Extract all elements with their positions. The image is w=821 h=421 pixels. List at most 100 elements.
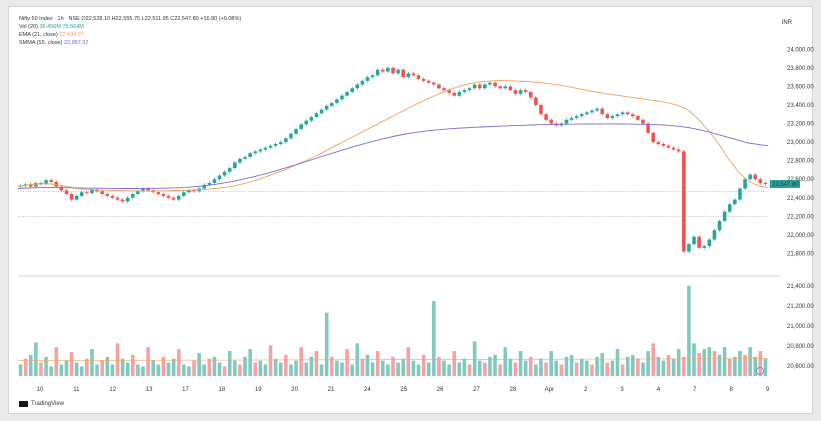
candle-body [426, 80, 431, 83]
legend-sma-row[interactable]: SMMA (55, close) 22,957.37 [19, 39, 241, 47]
volume-bar [136, 364, 140, 376]
candle-body [763, 182, 768, 185]
candle-body [646, 123, 650, 133]
time-axis-label: 27 [473, 387, 480, 393]
candle-body [625, 112, 630, 115]
currency-label[interactable]: INR [781, 20, 792, 26]
candle-body [253, 151, 258, 154]
candle-body [697, 236, 701, 248]
candle-body [304, 120, 309, 125]
volume-bar [549, 351, 553, 376]
price-tick-label: 21,800.00 [787, 251, 814, 257]
volume-bar [284, 354, 288, 376]
volume-bar [233, 360, 237, 376]
volume-bar [125, 362, 130, 376]
candle-body [329, 103, 334, 106]
candle-body [477, 84, 482, 89]
candle-body [462, 90, 467, 92]
volume-bar [69, 352, 74, 376]
candle-body [544, 114, 548, 120]
volume-bar [503, 347, 508, 376]
candle-body [90, 189, 94, 194]
volume-bar [110, 364, 115, 376]
candle-body [187, 190, 191, 193]
legend-ema-label: EMA (21, close) [19, 32, 58, 38]
candle-body [687, 244, 691, 252]
candle-body [39, 182, 43, 185]
legend-ema-value: 22,494.37 [59, 32, 84, 38]
candle-body [682, 151, 686, 252]
candle-body [120, 199, 125, 202]
volume-bar [569, 354, 574, 376]
chart-frame[interactable]: Nifty 50 Index · 1h · NSE O22,528.10 H22… [8, 6, 813, 414]
candle-body [59, 186, 64, 191]
volume-bar [574, 362, 579, 376]
time-axis-label: 4 [657, 387, 661, 393]
legend-ema-row[interactable]: EMA (21, close) 22,494.37 [19, 31, 241, 39]
candle-body [513, 90, 518, 94]
candle-body [136, 191, 140, 195]
volume-bar [95, 364, 99, 376]
candle-body [620, 112, 625, 115]
volume-bar [161, 356, 166, 376]
price-tick-label: 23,200.00 [787, 122, 814, 128]
candle-body [268, 145, 273, 148]
candle-body [49, 180, 53, 182]
candle-body [508, 86, 513, 91]
volume-bar [324, 312, 329, 376]
tradingview-brand[interactable]: TradingView [19, 401, 64, 407]
volume-bar [559, 364, 564, 376]
candle-body [702, 246, 707, 248]
legend-vol-label: Vol (20) [19, 24, 38, 30]
volume-bar [564, 356, 569, 376]
volume-bar [544, 362, 548, 376]
candle-body [85, 192, 89, 194]
volume-bar [23, 358, 28, 376]
legend-volume-row[interactable]: Vol (20) 36.456M 75.564M [19, 23, 241, 31]
time-axis-label: 20 [291, 387, 298, 393]
candle-body [176, 195, 181, 200]
price-tick-label: 22,800.00 [787, 159, 814, 165]
candle-body [518, 90, 523, 94]
volume-bar [743, 354, 747, 376]
volume-bar [74, 362, 79, 376]
volume-bar [360, 358, 365, 376]
candle-body [202, 184, 207, 189]
candle-body [432, 82, 436, 85]
time-axis-label: 12 [109, 387, 116, 393]
volume-bar [370, 362, 375, 376]
candle-body [743, 179, 747, 189]
candle-body [141, 188, 145, 192]
volume-bar [442, 360, 446, 376]
volume-bar [411, 360, 416, 376]
volume-ma-line [17, 358, 769, 361]
volume-bar [656, 356, 661, 376]
candle-body [207, 182, 212, 185]
candle-body [294, 129, 298, 134]
candle-body [355, 84, 360, 89]
volume-bar [202, 364, 207, 376]
volume-bar [600, 352, 604, 376]
candle-body [498, 86, 502, 89]
volume-bar [59, 364, 64, 376]
legend-symbol-row[interactable]: Nifty 50 Index · 1h · NSE O22,528.10 H22… [19, 15, 241, 23]
candle-body [651, 132, 655, 143]
candle-body [717, 220, 722, 231]
time-axis-label: 9 [766, 387, 770, 393]
volume-bar [722, 347, 727, 376]
time-axis-label: 8 [729, 387, 733, 393]
time-axis-label: 28 [510, 387, 517, 393]
volume-bar [641, 362, 645, 376]
candle-body [233, 162, 237, 169]
candle-body [345, 91, 349, 96]
volume-bar [289, 364, 293, 376]
legend-sma-value: 22,957.37 [63, 40, 89, 46]
volume-bar [192, 360, 196, 376]
candle-body [309, 117, 314, 121]
time-axis-label: 26 [437, 387, 444, 393]
candle-body [605, 114, 610, 118]
volume-bar [733, 356, 737, 376]
candle-body [442, 88, 446, 91]
volume-bar [483, 362, 487, 376]
